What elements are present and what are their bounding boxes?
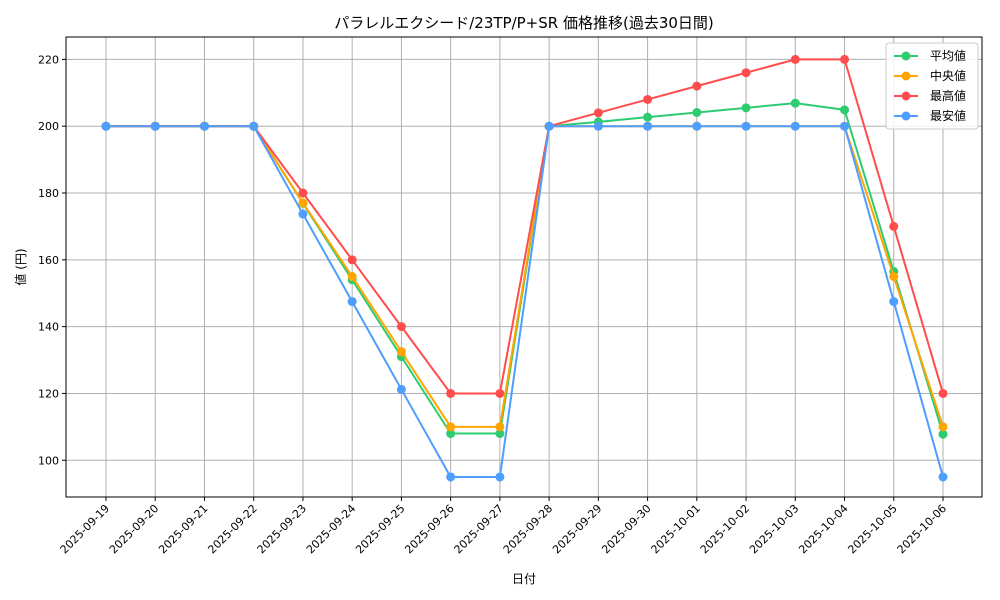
data-point: [298, 209, 308, 219]
data-point: [889, 221, 899, 231]
y-axis: 100 120 140 160 180 200 220: [38, 53, 66, 467]
data-point: [643, 121, 653, 131]
x-tick-label: 2025-09-21: [156, 502, 210, 556]
data-point: [150, 121, 160, 131]
data-point: [840, 54, 850, 64]
data-point: [889, 272, 899, 282]
data-point: [741, 121, 751, 131]
legend-label: 平均値: [930, 48, 966, 63]
x-tick-label: 2025-10-01: [649, 502, 703, 556]
x-tick-label: 2025-10-06: [895, 502, 949, 556]
data-point: [593, 121, 603, 131]
x-axis: 2025-09-192025-09-202025-09-212025-09-22…: [58, 497, 949, 556]
x-tick-label: 2025-09-22: [205, 502, 259, 556]
data-point: [396, 322, 406, 332]
data-point: [544, 121, 554, 131]
data-point: [593, 108, 603, 118]
data-point: [495, 429, 505, 439]
x-tick-label: 2025-09-25: [353, 502, 407, 556]
x-tick-label: 2025-09-20: [107, 502, 161, 556]
x-tick-label: 2025-09-30: [599, 502, 653, 556]
data-point: [692, 121, 702, 131]
data-point: [741, 103, 751, 113]
data-point: [495, 422, 505, 432]
y-tick-label: 140: [38, 321, 59, 334]
y-tick-label: 120: [38, 387, 59, 400]
legend-label: 最安値: [930, 108, 966, 123]
data-point: [889, 297, 899, 307]
chart-title: パラレルエクシード/23TP/P+SR 価格推移(過去30日間): [334, 14, 714, 32]
series-line-1: [106, 125, 944, 428]
data-point: [446, 429, 456, 439]
data-point: [199, 121, 209, 131]
data-point: [298, 198, 308, 208]
data-point: [446, 422, 456, 432]
data-point: [396, 384, 406, 394]
data-point: [495, 472, 505, 482]
data-point: [249, 121, 259, 131]
legend-marker: [901, 51, 911, 61]
data-point: [790, 121, 800, 131]
x-tick-label: 2025-10-04: [796, 502, 850, 556]
y-axis-label: 値 (円): [13, 248, 28, 285]
data-point: [840, 105, 850, 115]
data-point: [741, 68, 751, 78]
x-tick-label: 2025-10-02: [698, 502, 752, 556]
data-point: [347, 255, 357, 265]
data-point: [938, 472, 948, 482]
data-point: [446, 472, 456, 482]
x-tick-label: 2025-10-05: [845, 502, 899, 556]
data-point: [643, 94, 653, 104]
data-point: [495, 388, 505, 398]
x-axis-label: 日付: [512, 572, 536, 586]
data-point: [347, 297, 357, 307]
y-tick-label: 220: [38, 53, 59, 66]
data-point: [692, 107, 702, 117]
x-tick-label: 2025-09-19: [58, 502, 112, 556]
data-point: [298, 188, 308, 198]
data-point: [396, 347, 406, 357]
x-tick-label: 2025-09-23: [255, 502, 309, 556]
x-tick-label: 2025-09-28: [501, 502, 555, 556]
x-tick-label: 2025-09-26: [402, 502, 456, 556]
plot-frame: [65, 36, 983, 498]
data-point: [840, 121, 850, 131]
x-tick-label: 2025-09-24: [304, 502, 358, 556]
x-tick-label: 2025-09-29: [550, 502, 604, 556]
data-point: [643, 112, 653, 122]
series-line-3: [106, 125, 944, 478]
data-point: [938, 429, 948, 439]
y-tick-label: 180: [38, 187, 59, 200]
data-point: [101, 121, 111, 131]
x-tick-label: 2025-09-27: [452, 502, 506, 556]
series-line-0: [106, 102, 944, 435]
data-point: [347, 272, 357, 282]
data-point: [692, 81, 702, 91]
legend-label: 中央値: [930, 68, 966, 83]
legend-marker: [901, 71, 911, 81]
y-tick-label: 200: [38, 120, 59, 133]
data-point: [790, 54, 800, 64]
x-tick-label: 2025-10-03: [747, 502, 801, 556]
y-tick-label: 160: [38, 254, 59, 267]
data-point: [938, 388, 948, 398]
series-lines: [101, 54, 948, 482]
data-point: [790, 98, 800, 108]
data-point: [938, 422, 948, 432]
series-line-2: [106, 58, 944, 395]
legend-marker: [901, 111, 911, 121]
data-point: [446, 388, 456, 398]
legend-marker: [901, 91, 911, 101]
legend-box: [885, 42, 979, 130]
legend-label: 最高値: [930, 88, 966, 103]
y-tick-label: 100: [38, 454, 59, 467]
